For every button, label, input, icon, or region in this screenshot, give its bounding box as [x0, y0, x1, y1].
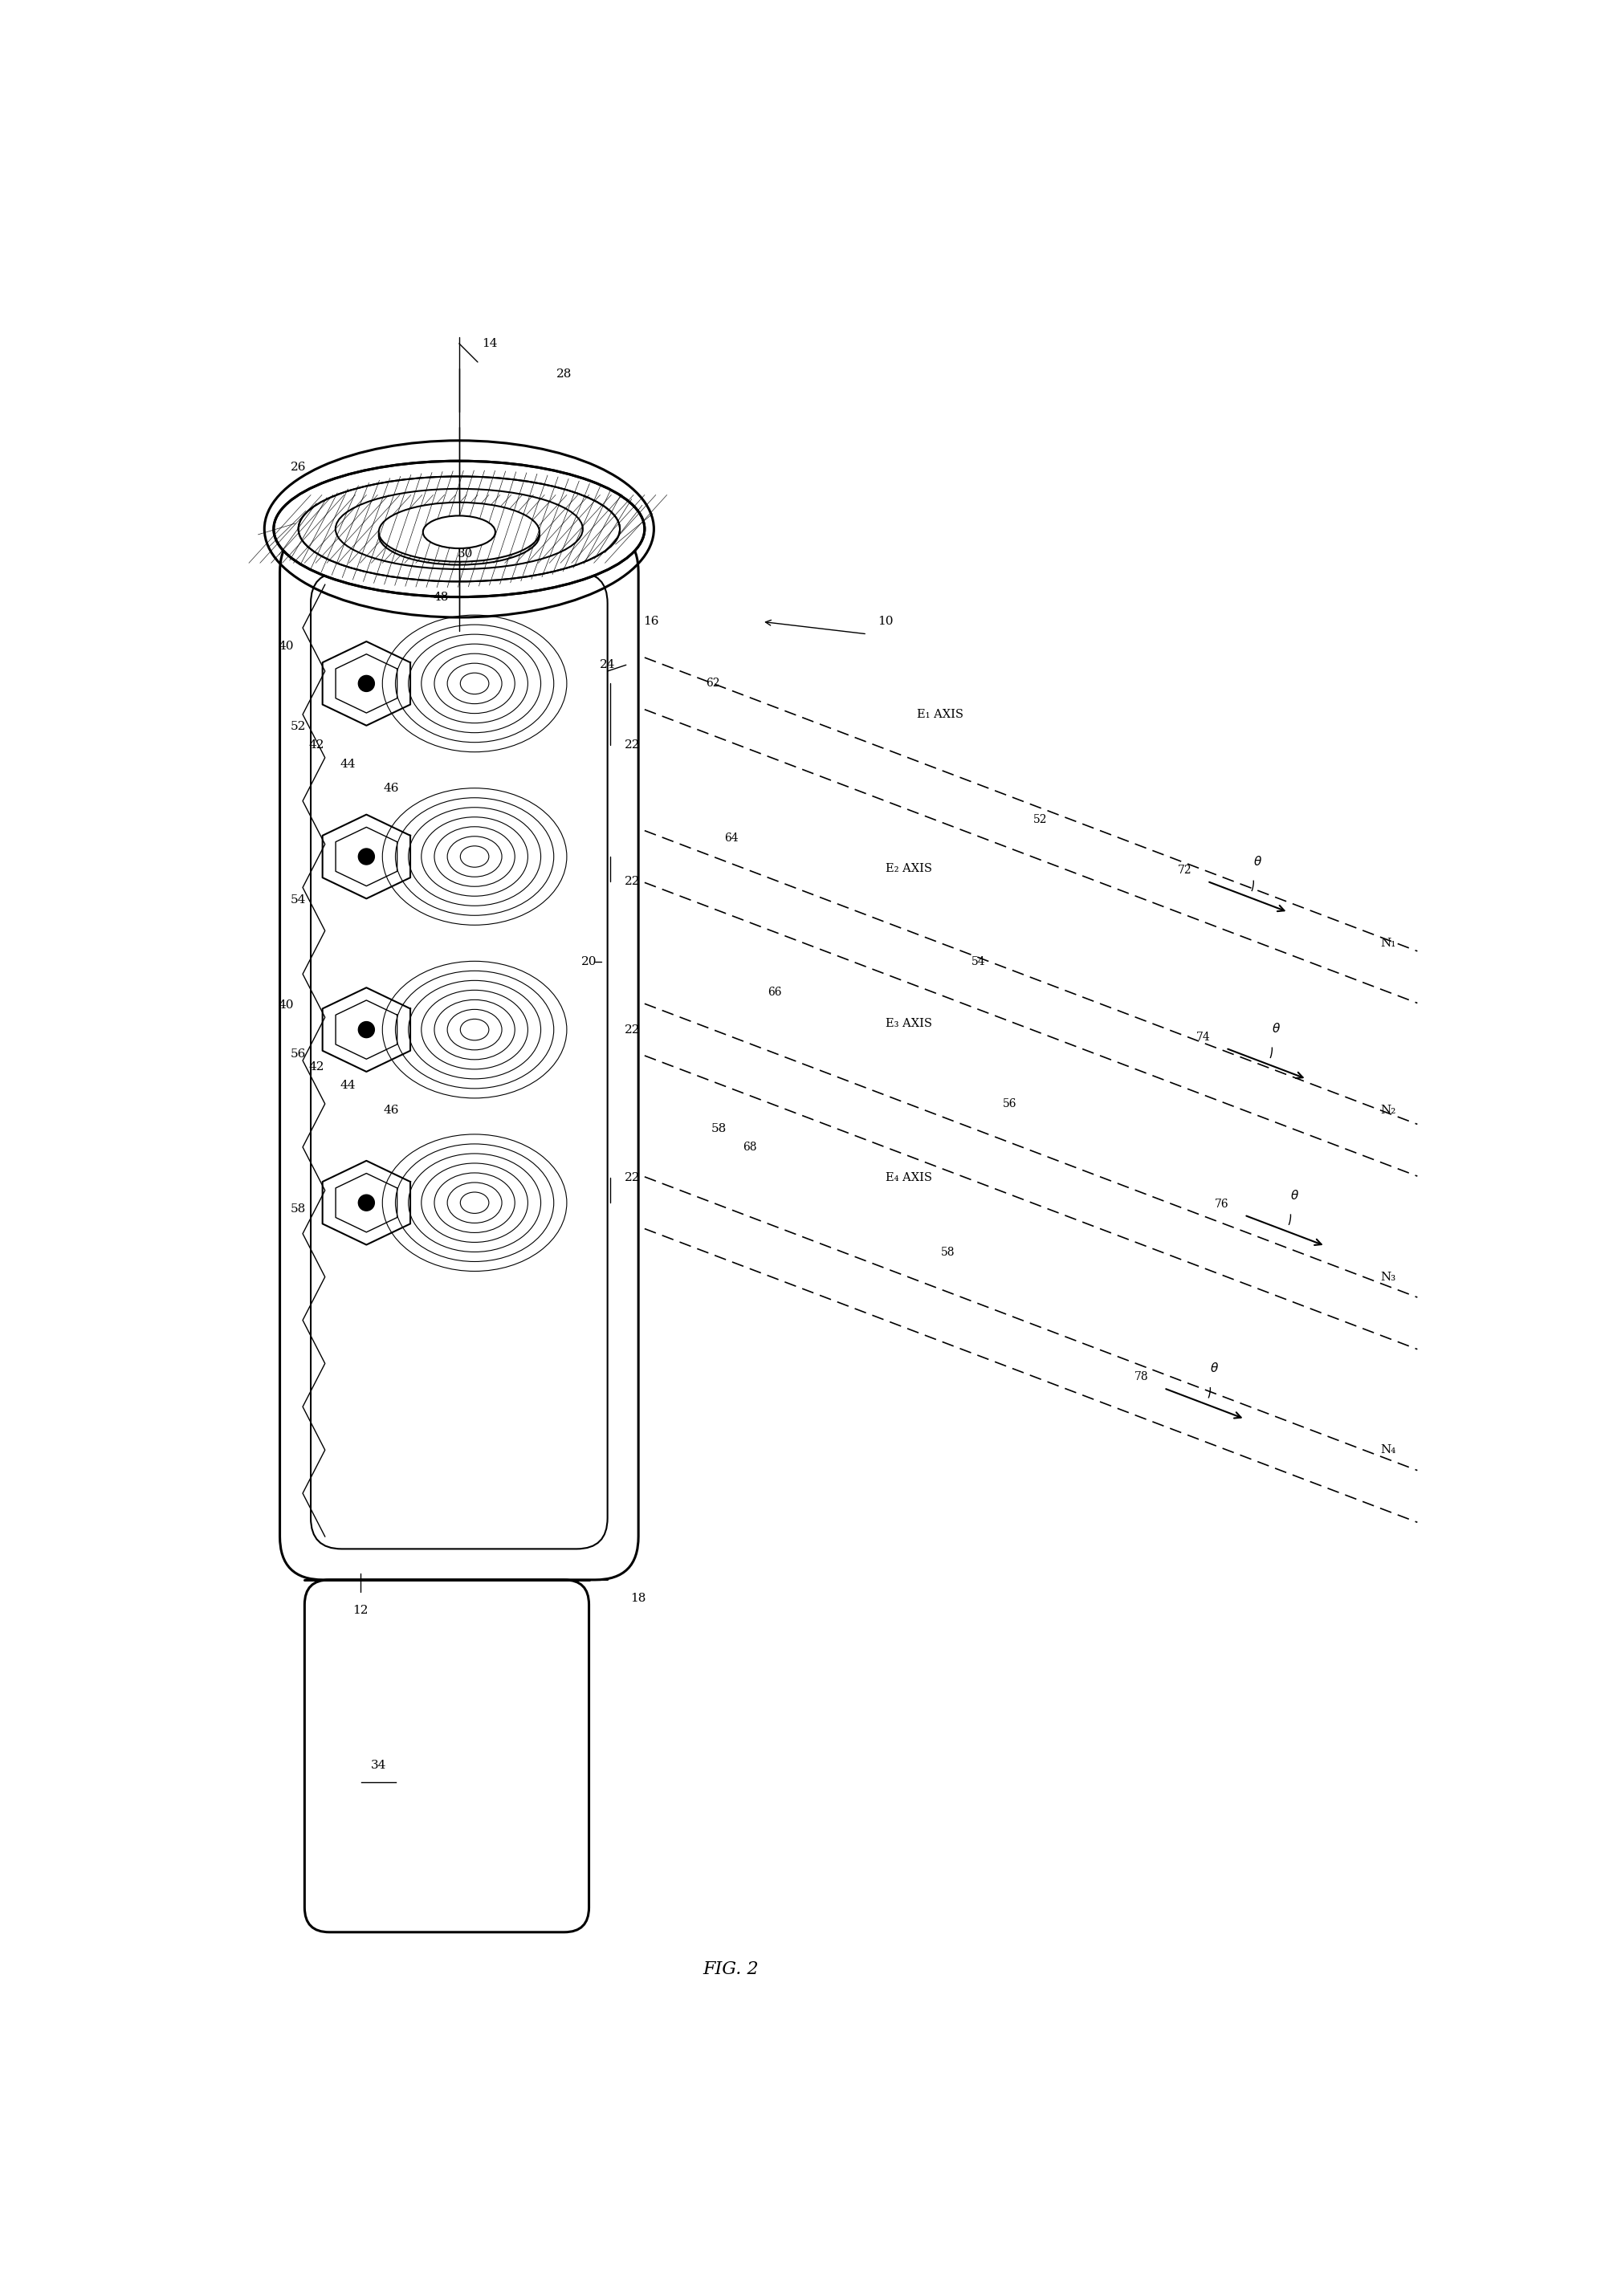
- Text: 42: 42: [310, 739, 324, 751]
- Text: 72: 72: [1177, 866, 1192, 875]
- Text: 22: 22: [624, 1173, 640, 1185]
- Text: 52: 52: [290, 721, 306, 732]
- Text: 76: 76: [1215, 1199, 1229, 1210]
- Text: 58: 58: [711, 1123, 726, 1134]
- Text: 28: 28: [556, 370, 573, 381]
- FancyBboxPatch shape: [311, 572, 608, 1550]
- Text: 74: 74: [1195, 1031, 1210, 1042]
- Text: N₂: N₂: [1381, 1104, 1395, 1116]
- Text: 30: 30: [458, 549, 473, 560]
- Text: 56: 56: [1002, 1097, 1016, 1109]
- Text: 20: 20: [581, 955, 597, 967]
- FancyBboxPatch shape: [279, 528, 639, 1580]
- Text: 10: 10: [877, 615, 894, 627]
- Text: 22: 22: [624, 1024, 640, 1035]
- Text: 54: 54: [290, 893, 306, 905]
- Text: 44: 44: [340, 1079, 356, 1091]
- FancyBboxPatch shape: [305, 1580, 589, 1933]
- Text: 58: 58: [290, 1203, 306, 1215]
- Text: 58: 58: [940, 1247, 955, 1258]
- Text: N₃: N₃: [1381, 1272, 1395, 1283]
- Circle shape: [358, 1194, 374, 1210]
- Text: 56: 56: [290, 1049, 306, 1061]
- Text: 40: 40: [277, 641, 294, 652]
- Ellipse shape: [411, 517, 508, 553]
- Text: 40: 40: [277, 999, 294, 1010]
- Text: E₁: E₁: [361, 680, 371, 687]
- Text: $\theta$: $\theta$: [1210, 1362, 1219, 1375]
- Circle shape: [358, 1022, 374, 1038]
- Text: 14: 14: [482, 338, 498, 349]
- Text: 52: 52: [1034, 813, 1047, 824]
- Text: E₁ AXIS: E₁ AXIS: [916, 709, 963, 721]
- Text: 26: 26: [290, 461, 306, 473]
- Text: E₃: E₃: [361, 1026, 371, 1033]
- Text: E₃ AXIS: E₃ AXIS: [886, 1017, 932, 1029]
- Text: 66: 66: [768, 987, 781, 999]
- Text: N₁: N₁: [1381, 937, 1395, 948]
- Ellipse shape: [423, 517, 495, 549]
- Text: 64: 64: [724, 833, 739, 843]
- Text: 42: 42: [310, 1061, 324, 1072]
- Text: E₂ AXIS: E₂ AXIS: [886, 863, 932, 875]
- Text: $\theta$: $\theta$: [1273, 1022, 1281, 1035]
- Text: $\theta$: $\theta$: [1253, 854, 1263, 868]
- Text: 12: 12: [352, 1605, 368, 1616]
- Text: E₄ AXIS: E₄ AXIS: [886, 1173, 932, 1185]
- Text: 46: 46: [384, 783, 398, 794]
- Text: 22: 22: [624, 739, 640, 751]
- Circle shape: [358, 675, 374, 691]
- Text: 54: 54: [971, 955, 986, 967]
- Text: 22: 22: [624, 875, 640, 886]
- Text: 34: 34: [371, 1759, 387, 1770]
- Text: 18: 18: [631, 1593, 647, 1605]
- Text: 24: 24: [600, 659, 615, 670]
- Text: 46: 46: [384, 1104, 398, 1116]
- Text: 68: 68: [742, 1141, 756, 1153]
- Text: 62: 62: [705, 677, 719, 689]
- Text: 16: 16: [644, 615, 658, 627]
- Text: 78: 78: [1134, 1371, 1148, 1382]
- Text: E₄: E₄: [361, 1199, 371, 1205]
- Bar: [639, 498, 1442, 1612]
- Text: N₄: N₄: [1381, 1444, 1395, 1456]
- Text: $\theta$: $\theta$: [1290, 1189, 1300, 1201]
- Text: FIG. 2: FIG. 2: [703, 1961, 760, 1979]
- Ellipse shape: [379, 503, 539, 563]
- Text: 48: 48: [432, 592, 448, 602]
- Text: 44: 44: [340, 758, 356, 769]
- Text: E₂: E₂: [361, 854, 371, 861]
- Circle shape: [358, 850, 374, 866]
- Ellipse shape: [274, 461, 645, 597]
